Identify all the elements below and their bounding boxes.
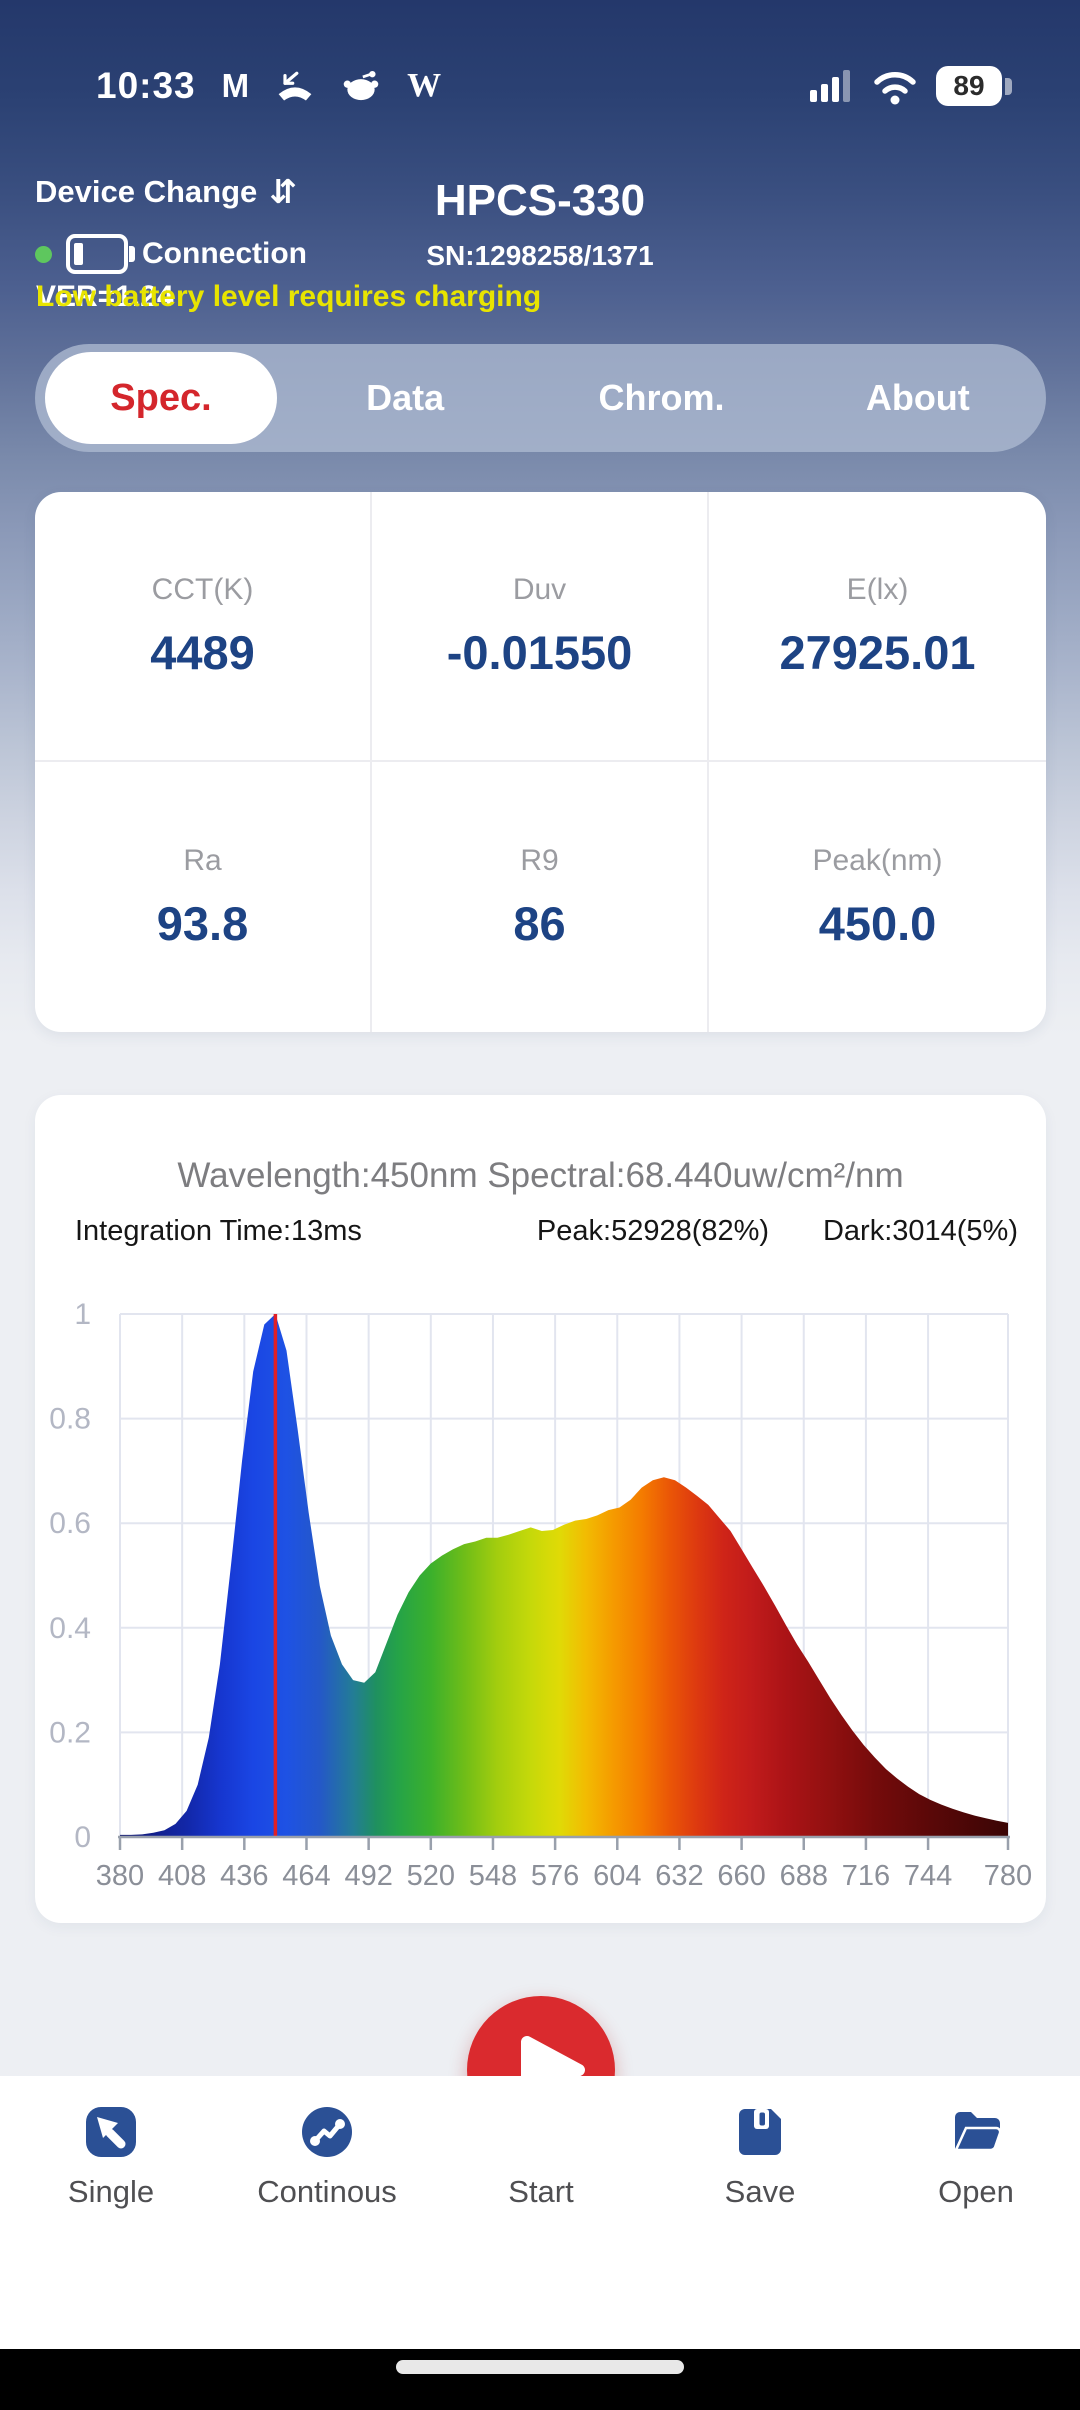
status-bar: 10:33 M W	[0, 58, 1080, 114]
trend-line-icon	[302, 2107, 352, 2157]
metric-label: Ra	[183, 843, 222, 877]
x-tick-label: 744	[904, 1860, 952, 1892]
spectrum-chart[interactable]: 380 408 436 464 492 520 548 576 604 632 660 688 716 7…	[35, 1095, 1046, 1923]
metric-value: 93.8	[156, 896, 249, 950]
capture-info-row: Integration Time:13ms Peak:52928(82%) Da…	[35, 1215, 1046, 1255]
metric-value: 86	[513, 896, 566, 950]
metric-cct: CCT(K) 4489	[35, 492, 372, 762]
connection-status[interactable]: Connection	[35, 228, 307, 280]
connection-dot-icon	[35, 245, 52, 263]
y-tick-label: 0.4	[49, 1612, 91, 1645]
open-label: Open	[938, 2174, 1014, 2209]
continuous-button[interactable]: Continous	[237, 2076, 417, 2349]
bottom-toolbar: Single Continous Start Save	[0, 2076, 1080, 2349]
metric-value: 450.0	[818, 896, 937, 950]
metric-label: E(lx)	[846, 572, 909, 606]
wifi-icon	[874, 72, 916, 105]
missed-call-icon	[278, 71, 312, 101]
open-button[interactable]: Open	[886, 2076, 1066, 2349]
save-label: Save	[724, 2174, 796, 2209]
x-tick-label: 408	[158, 1860, 206, 1892]
metric-label: Duv	[512, 572, 567, 606]
floppy-save-icon	[739, 2109, 781, 2155]
connection-label: Connection	[142, 237, 307, 270]
single-shot-icon	[86, 2107, 136, 2157]
x-tick-label: 604	[593, 1860, 641, 1892]
x-tick-label: 492	[344, 1860, 392, 1892]
y-tick-labels: 0 0.2 0.4 0.6 0.8 1	[49, 1298, 91, 1854]
metric-elx: E(lx) 27925.01	[709, 492, 1046, 762]
battery-tip	[1005, 77, 1012, 95]
device-change-label: Device Change	[35, 173, 258, 209]
open-folder-icon	[954, 2112, 1002, 2152]
battery-indicator: 89	[936, 66, 1012, 106]
warning-area: VER=1.24 Low battery level requires char…	[36, 280, 796, 322]
clock: 10:33	[96, 65, 196, 106]
spectrum-card: Wavelength:450nm Spectral:68.440uw/cm²/n…	[35, 1095, 1046, 1923]
metric-r9: R9 86	[372, 762, 709, 1032]
firmware-version-text: VER=1.24	[36, 280, 174, 313]
battery-percent: 89	[936, 66, 1002, 106]
x-tick-label: 436	[220, 1860, 268, 1892]
start-label-item: Start	[451, 2076, 631, 2349]
y-tick-label: 0.6	[49, 1507, 91, 1540]
tab-spec[interactable]: Spec.	[45, 352, 277, 444]
peak-count-text: Peak:52928(82%)	[536, 1215, 770, 1247]
start-label: Start	[508, 2174, 574, 2209]
home-indicator[interactable]	[396, 2360, 684, 2374]
tab-about[interactable]: About	[865, 377, 970, 418]
metric-duv: Duv -0.01550	[372, 492, 709, 762]
dark-count-text: Dark:3014(5%)	[822, 1215, 1018, 1247]
wikipedia-icon: W	[407, 67, 442, 104]
spectrum-readout-title: Wavelength:450nm Spectral:68.440uw/cm²/n…	[177, 1156, 904, 1195]
x-tick-label: 520	[407, 1860, 455, 1892]
device-serial: SN:1298258/1371	[426, 240, 654, 271]
x-tick-labels: 380 408 436 464 492 520 548 576 604 632 660 688 716 7…	[96, 1860, 1032, 1892]
metric-ra: Ra 93.8	[35, 762, 372, 1032]
x-tick-label: 660	[717, 1860, 765, 1892]
metric-peak: Peak(nm) 450.0	[709, 762, 1046, 1032]
x-tick-label: 464	[282, 1860, 330, 1892]
device-battery-icon	[66, 234, 135, 274]
reddit-icon	[343, 71, 379, 101]
gmail-icon: M	[221, 67, 250, 104]
continuous-label: Continous	[257, 2174, 397, 2209]
low-battery-warning: Low battery level requires charging	[36, 280, 542, 313]
x-axis	[118, 1835, 1010, 1850]
x-tick-label: 548	[469, 1860, 517, 1892]
x-tick-label: 576	[531, 1860, 579, 1892]
metric-value: 27925.01	[779, 625, 976, 679]
tab-bar: Spec. Data Chrom. About	[35, 344, 1046, 452]
x-tick-label: 380	[96, 1860, 144, 1892]
page-title: HPCS-330	[434, 176, 646, 225]
status-bar-right: 89	[808, 58, 1012, 114]
x-tick-label: 780	[984, 1860, 1032, 1892]
y-tick-label: 0.2	[49, 1716, 91, 1749]
single-button[interactable]: Single	[21, 2076, 201, 2349]
y-tick-label: 1	[74, 1298, 91, 1331]
metrics-card: CCT(K) 4489 Duv -0.01550 E(lx) 27925.01 …	[35, 492, 1046, 1032]
tab-data[interactable]: Data	[366, 377, 445, 418]
metric-value: 4489	[150, 625, 255, 679]
y-tick-label: 0.8	[49, 1403, 91, 1436]
x-tick-label: 632	[655, 1860, 703, 1892]
signal-icon	[810, 70, 850, 102]
system-nav-area	[0, 2349, 1080, 2410]
save-button[interactable]: Save	[670, 2076, 850, 2349]
device-change-button[interactable]: Device Change ⇵	[35, 172, 297, 211]
single-label: Single	[67, 2174, 155, 2209]
integration-time-text: Integration Time:13ms	[75, 1215, 362, 1247]
metric-value: -0.01550	[446, 625, 633, 679]
metric-label: R9	[520, 843, 559, 877]
metric-label: Peak(nm)	[812, 843, 943, 877]
x-tick-label: 716	[842, 1860, 890, 1892]
tab-chrom[interactable]: Chrom.	[598, 377, 725, 418]
y-tick-label: 0	[74, 1821, 91, 1854]
metric-label: CCT(K)	[151, 572, 254, 606]
status-bar-left: 10:33 M W	[96, 58, 441, 114]
spectrum-area	[120, 1314, 1008, 1837]
swap-arrows-icon: ⇵	[269, 172, 297, 211]
x-tick-label: 688	[780, 1860, 828, 1892]
